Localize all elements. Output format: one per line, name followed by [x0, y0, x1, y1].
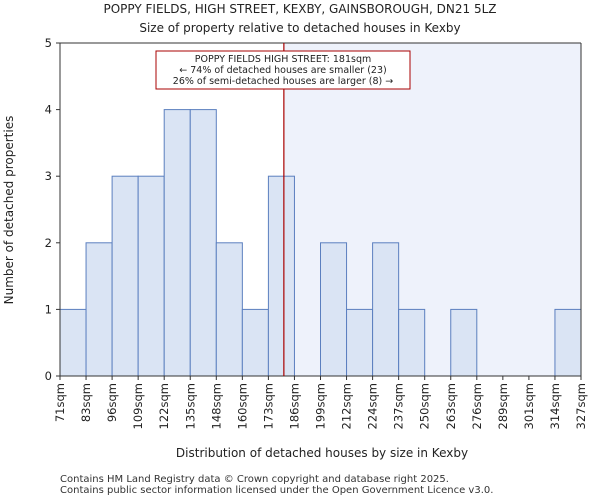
x-tick-label: 83sqm	[79, 383, 93, 422]
footer-line-1: Contains HM Land Registry data © Crown c…	[60, 474, 449, 485]
x-tick-label: 289sqm	[496, 383, 510, 429]
footer-line-2: Contains public sector information licen…	[60, 485, 494, 496]
bar	[189, 109, 217, 377]
chart-title: POPPY FIELDS, HIGH STREET, KEXBY, GAINSB…	[103, 2, 496, 16]
x-tick-label: 301sqm	[522, 383, 536, 429]
x-tick-label: 237sqm	[392, 383, 406, 429]
x-tick-label: 109sqm	[131, 383, 145, 429]
y-tick-label: 5	[45, 36, 52, 50]
x-tick-label: 148sqm	[209, 383, 223, 429]
bar	[450, 308, 478, 377]
x-tick-label: 160sqm	[235, 383, 249, 429]
bar	[267, 175, 295, 377]
x-tick-label: 186sqm	[287, 383, 301, 429]
x-tick-label: 71sqm	[53, 383, 67, 422]
chart-subtitle: Size of property relative to detached ho…	[139, 21, 460, 35]
bar	[215, 242, 243, 377]
y-tick-label: 3	[45, 169, 52, 183]
bar	[85, 242, 113, 377]
x-tick-label: 122sqm	[157, 383, 171, 429]
x-tick-label: 212sqm	[340, 383, 354, 429]
x-tick-label: 173sqm	[261, 383, 275, 429]
bar	[554, 308, 582, 377]
x-axis-label: Distribution of detached houses by size …	[176, 446, 468, 460]
x-tick-label: 135sqm	[183, 383, 197, 429]
x-tick-label: 314sqm	[548, 383, 562, 429]
y-tick-label: 4	[45, 103, 52, 117]
y-tick-label: 2	[45, 236, 52, 250]
bar	[163, 109, 191, 377]
plot-area: 0 1 2 3 4 5 71sqm 83sqm 96sqm 109sqm 122sqm 135sqm 1…	[45, 36, 588, 429]
bar	[346, 308, 374, 377]
x-tick-label: 224sqm	[366, 383, 380, 429]
x-tick-label: 250sqm	[418, 383, 432, 429]
bar	[372, 242, 400, 377]
x-tick-label: 276sqm	[470, 383, 484, 429]
bar	[241, 308, 269, 377]
y-tick-label: 1	[45, 302, 52, 316]
annotation-line-3: 26% of semi-detached houses are larger (…	[173, 76, 393, 87]
bar	[398, 308, 426, 377]
x-tick-label: 96sqm	[105, 383, 119, 422]
x-tick-label: 327sqm	[574, 383, 588, 429]
bar	[320, 242, 348, 377]
x-tick-label: 199sqm	[314, 383, 328, 429]
bar	[137, 175, 165, 377]
annotation-frame	[155, 50, 411, 90]
annotation-line-1: POPPY FIELDS HIGH STREET: 181sqm	[195, 54, 371, 65]
y-tick-label: 0	[45, 369, 52, 383]
y-axis-label: Number of detached properties	[2, 116, 16, 305]
bar	[111, 175, 139, 377]
x-tick-label: 263sqm	[444, 383, 458, 429]
bar	[59, 308, 87, 377]
annotation-line-2: ← 74% of detached houses are smaller (23…	[179, 65, 386, 76]
annotation-box: POPPY FIELDS HIGH STREET: 181sqm ← 74% o…	[155, 50, 411, 90]
